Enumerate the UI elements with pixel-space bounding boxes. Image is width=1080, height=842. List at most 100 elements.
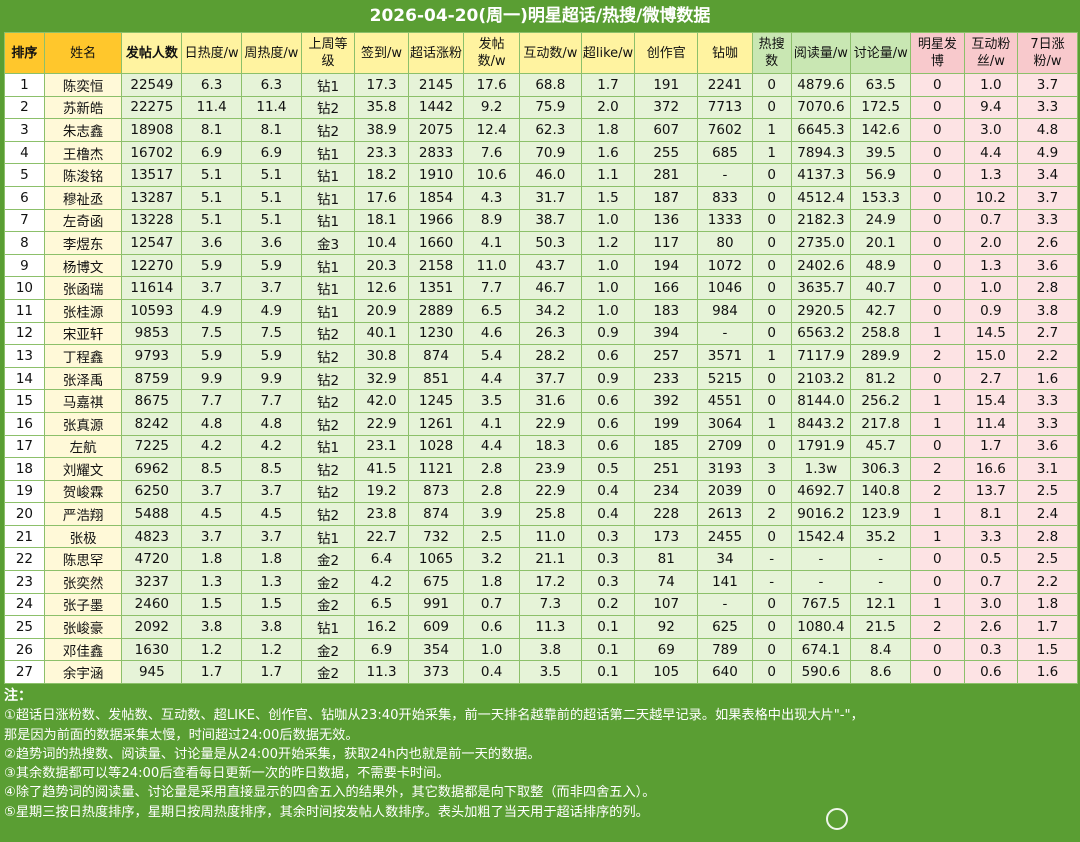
- star-name-cell: 张峻豪: [43, 615, 123, 639]
- table-cell: 8443.2: [790, 411, 852, 436]
- star-name-cell: 宋亚轩: [43, 321, 123, 346]
- table-cell: -: [850, 547, 912, 572]
- star-name-cell: 张泽禹: [43, 366, 123, 391]
- table-cell: 32.9: [354, 366, 409, 391]
- table-cell: 1046: [697, 276, 753, 300]
- star-name-cell: 苏新皓: [43, 95, 123, 120]
- table-cell: 3.7: [181, 276, 243, 300]
- table-cell: 8.4: [850, 637, 912, 662]
- star-name-cell: 马嘉祺: [43, 389, 123, 413]
- table-cell: 1910: [407, 163, 465, 187]
- table-cell: 945: [121, 660, 183, 685]
- table-cell: 12270: [121, 253, 183, 278]
- table-cell: 0: [751, 321, 792, 346]
- table-cell: 0.6: [580, 411, 636, 436]
- table-row: 2 苏新皓 22275 11.4 11.4 钻2 35.8 1442 9.2 75.9 2.0 372…: [4, 95, 1078, 120]
- table-cell: 640: [697, 660, 753, 685]
- table-cell: 42.7: [850, 298, 912, 323]
- table-cell: 13228: [121, 208, 183, 233]
- table-cell: 7602: [697, 118, 753, 142]
- table-cell: 1028: [407, 434, 465, 459]
- table-cell: 185: [634, 434, 699, 459]
- table-cell: 20.9: [354, 298, 409, 323]
- table-cell: 8.1: [181, 118, 243, 142]
- table-cell: 0: [910, 163, 965, 187]
- table-cell: 6.9: [241, 140, 302, 165]
- table-row: 15 马嘉祺 8675 7.7 7.7 钻2 42.0 1245 3.5 31.6 0.6 392 45…: [4, 389, 1078, 413]
- table-cell: 0.7: [963, 208, 1019, 233]
- table-cell: 1.2: [241, 637, 302, 662]
- table-cell: 1442: [407, 95, 465, 120]
- table-cell: 7713: [697, 95, 753, 120]
- table-cell: 3.8: [518, 637, 582, 662]
- star-name-cell: 朱志鑫: [43, 118, 123, 142]
- table-cell: 37.7: [518, 366, 582, 391]
- table-cell: 0.5: [580, 457, 636, 481]
- table-cell: 675: [407, 570, 465, 594]
- table-cell: 0: [910, 547, 965, 572]
- table-cell: 5.4: [463, 344, 520, 368]
- table-cell: 17.6: [354, 185, 409, 210]
- table-cell: 12: [4, 321, 45, 346]
- table-row: 19 贺峻霖 6250 3.7 3.7 钻2 19.2 873 2.8 22.9 0.4 234 203…: [4, 479, 1078, 504]
- table-cell: 18.2: [354, 163, 409, 187]
- table-cell: 3.8: [241, 615, 302, 639]
- table-cell: 0.4: [580, 502, 636, 526]
- table-cell: 1.5: [1017, 637, 1078, 662]
- table-cell: 4.4: [463, 366, 520, 391]
- table-cell: 2.8: [463, 479, 520, 504]
- table-cell: 1.1: [580, 163, 636, 187]
- table-cell: 12.6: [354, 276, 409, 300]
- star-name-cell: 李煜东: [43, 231, 123, 255]
- table-cell: 92: [634, 615, 699, 639]
- table-cell: 24.9: [850, 208, 912, 233]
- table-cell: 2455: [697, 524, 753, 549]
- table-cell: 2.4: [1017, 502, 1078, 526]
- table-cell: 7225: [121, 434, 183, 459]
- table-cell: 2: [910, 479, 965, 504]
- table-cell: 7.7: [241, 389, 302, 413]
- notes-heading: 注：: [4, 688, 32, 704]
- table-cell: 15.4: [963, 389, 1019, 413]
- star-name-cell: 张极: [43, 524, 123, 549]
- table-cell: 1.8: [1017, 592, 1078, 617]
- star-name-cell: 陈思罕: [43, 547, 123, 572]
- table-cell: 63.5: [850, 73, 912, 97]
- table-cell: 11.0: [518, 524, 582, 549]
- table-cell: 0.1: [580, 615, 636, 639]
- table-cell: 12.1: [850, 592, 912, 617]
- table-cell: 2.8: [1017, 524, 1078, 549]
- table-row: 8 李煜东 12547 3.6 3.6 金3 10.4 1660 4.1 50.3 1.2 117 80…: [4, 231, 1078, 255]
- table-cell: 0: [751, 208, 792, 233]
- table-cell: 256.2: [850, 389, 912, 413]
- table-cell: 钻2: [300, 366, 356, 391]
- table-cell: 685: [697, 140, 753, 165]
- table-cell: 874: [407, 502, 465, 526]
- table-cell: 0.6: [580, 344, 636, 368]
- table-cell: 3.6: [181, 231, 243, 255]
- table-cell: 6.9: [354, 637, 409, 662]
- table-cell: 141: [697, 570, 753, 594]
- table-cell: 0.6: [580, 389, 636, 413]
- table-cell: 3.7: [181, 524, 243, 549]
- table-cell: 80: [697, 231, 753, 255]
- table-cell: 金2: [300, 660, 356, 685]
- table-cell: 31.7: [518, 185, 582, 210]
- table-cell: 2.7: [963, 366, 1019, 391]
- table-cell: 钻2: [300, 389, 356, 413]
- table-cell: 1: [751, 344, 792, 368]
- table-cell: 3.7: [241, 479, 302, 504]
- star-name-cell: 左奇函: [43, 208, 123, 233]
- table-cell: 4.5: [181, 502, 243, 526]
- table-cell: -: [790, 547, 852, 572]
- table-cell: 4.5: [241, 502, 302, 526]
- table-cell: 8144.0: [790, 389, 852, 413]
- table-cell: 874: [407, 344, 465, 368]
- table-cell: 钻1: [300, 615, 356, 639]
- table-cell: 0.3: [580, 547, 636, 572]
- table-cell: 2709: [697, 434, 753, 459]
- table-row: 25 张峻豪 2092 3.8 3.8 钻1 16.2 609 0.6 11.3 0.1 92 625 0…: [4, 615, 1078, 639]
- table-cell: 11.4: [181, 95, 243, 120]
- table-cell: 13517: [121, 163, 183, 187]
- table-cell: 8675: [121, 389, 183, 413]
